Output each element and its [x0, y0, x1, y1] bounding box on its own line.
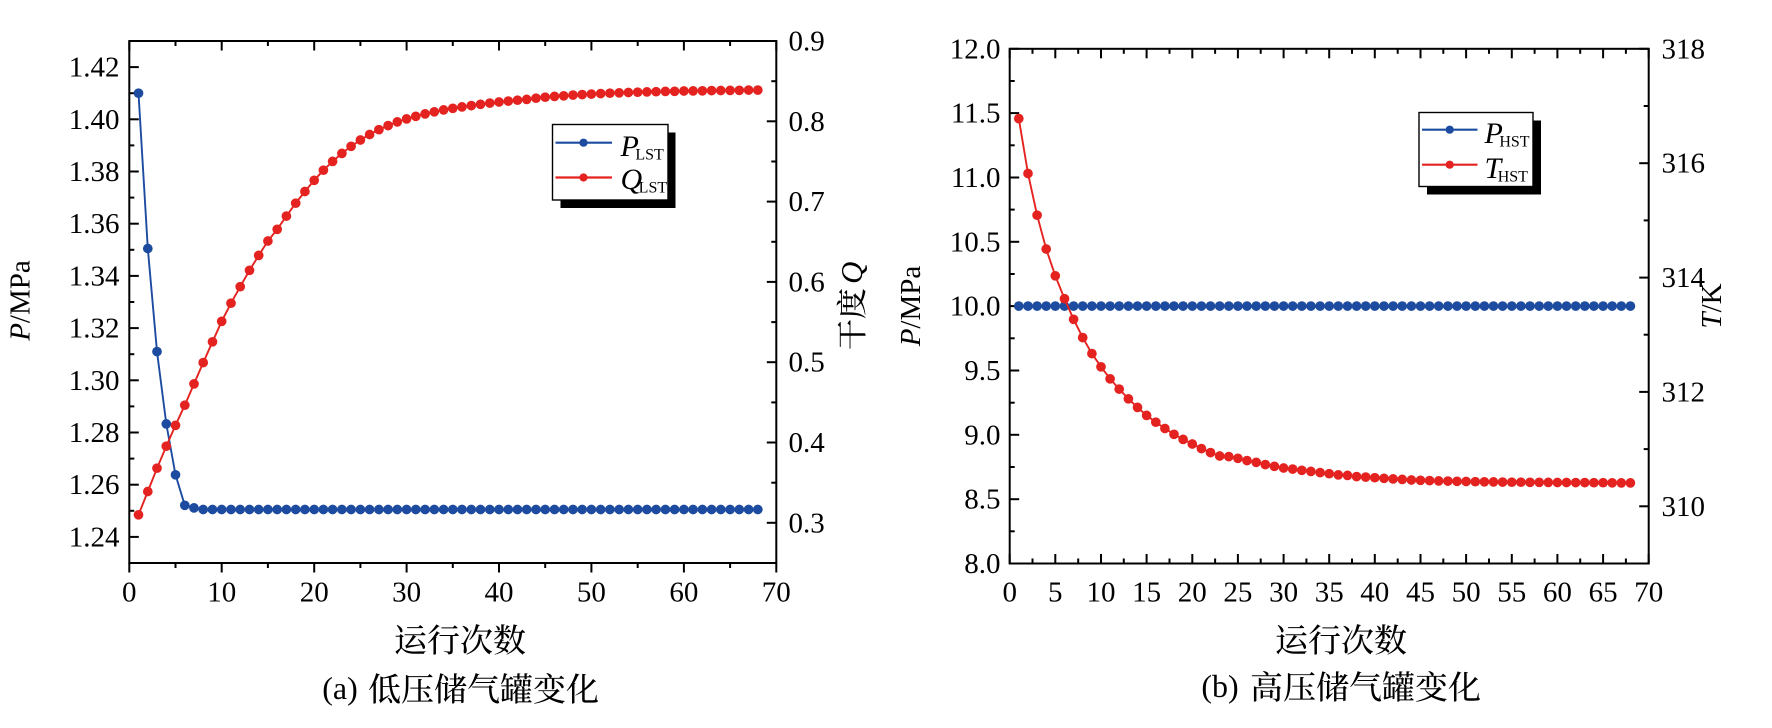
svg-text:310: 310 — [1662, 491, 1706, 523]
svg-text:1.36: 1.36 — [69, 208, 120, 240]
svg-text:316: 316 — [1662, 148, 1706, 180]
svg-text:40: 40 — [485, 577, 514, 609]
svg-text:11.0: 11.0 — [951, 162, 1001, 194]
svg-text:0: 0 — [122, 577, 137, 609]
svg-text:20: 20 — [300, 577, 329, 609]
svg-text:1.24: 1.24 — [69, 521, 120, 553]
svg-text:Q: Q — [834, 262, 869, 284]
svg-text:15: 15 — [1132, 577, 1161, 609]
svg-text:1.32: 1.32 — [69, 313, 120, 345]
svg-text:30: 30 — [392, 577, 421, 609]
svg-text:10.5: 10.5 — [950, 226, 1001, 258]
svg-text:9.0: 9.0 — [964, 419, 1000, 451]
svg-text:312: 312 — [1662, 376, 1706, 408]
svg-text:0.6: 0.6 — [789, 266, 825, 298]
svg-text:0.4: 0.4 — [789, 427, 826, 459]
svg-text:50: 50 — [1452, 577, 1481, 609]
svg-text:P/MPa: P/MPa — [895, 266, 927, 348]
svg-text:0.9: 0.9 — [789, 26, 825, 58]
svg-text:35: 35 — [1315, 577, 1344, 609]
svg-text:20: 20 — [1178, 577, 1207, 609]
svg-text:1.42: 1.42 — [69, 52, 120, 84]
svg-text:12.0: 12.0 — [950, 33, 1001, 65]
svg-text:10: 10 — [207, 577, 236, 609]
svg-text:1.40: 1.40 — [69, 104, 120, 136]
svg-text:1.28: 1.28 — [69, 417, 120, 449]
svg-text:10.0: 10.0 — [950, 291, 1001, 323]
svg-text:0.7: 0.7 — [789, 186, 825, 218]
svg-text:318: 318 — [1662, 33, 1706, 65]
svg-text:(a): (a) — [322, 670, 358, 706]
svg-text:1.30: 1.30 — [69, 365, 120, 397]
svg-text:50: 50 — [577, 577, 606, 609]
svg-text:1.34: 1.34 — [69, 260, 120, 292]
svg-text:(b): (b) — [1201, 668, 1238, 704]
svg-text:10: 10 — [1087, 577, 1116, 609]
svg-text:5: 5 — [1048, 577, 1063, 609]
svg-text:25: 25 — [1223, 577, 1252, 609]
svg-text:30: 30 — [1269, 577, 1298, 609]
svg-text:0.5: 0.5 — [789, 347, 825, 379]
svg-text:60: 60 — [669, 577, 698, 609]
svg-text:0: 0 — [1002, 577, 1017, 609]
svg-text:1.26: 1.26 — [69, 469, 120, 501]
svg-text:55: 55 — [1497, 577, 1526, 609]
svg-text:0.3: 0.3 — [789, 507, 825, 539]
svg-text:11.5: 11.5 — [951, 98, 1001, 130]
svg-text:P/MPa: P/MPa — [5, 260, 37, 342]
svg-text:THST: THST — [1485, 152, 1529, 186]
svg-text:314: 314 — [1662, 262, 1706, 294]
svg-text:1.38: 1.38 — [69, 156, 120, 188]
svg-text:70: 70 — [762, 577, 791, 609]
svg-text:60: 60 — [1543, 577, 1572, 609]
svg-text:8.5: 8.5 — [964, 484, 1000, 516]
svg-text:0.8: 0.8 — [789, 106, 825, 138]
svg-text:8.0: 8.0 — [964, 548, 1000, 580]
svg-text:T/K: T/K — [1696, 283, 1728, 328]
svg-text:70: 70 — [1634, 577, 1663, 609]
svg-text:45: 45 — [1406, 577, 1435, 609]
svg-text:40: 40 — [1360, 577, 1389, 609]
svg-text:65: 65 — [1589, 577, 1618, 609]
svg-text:9.5: 9.5 — [964, 355, 1000, 387]
